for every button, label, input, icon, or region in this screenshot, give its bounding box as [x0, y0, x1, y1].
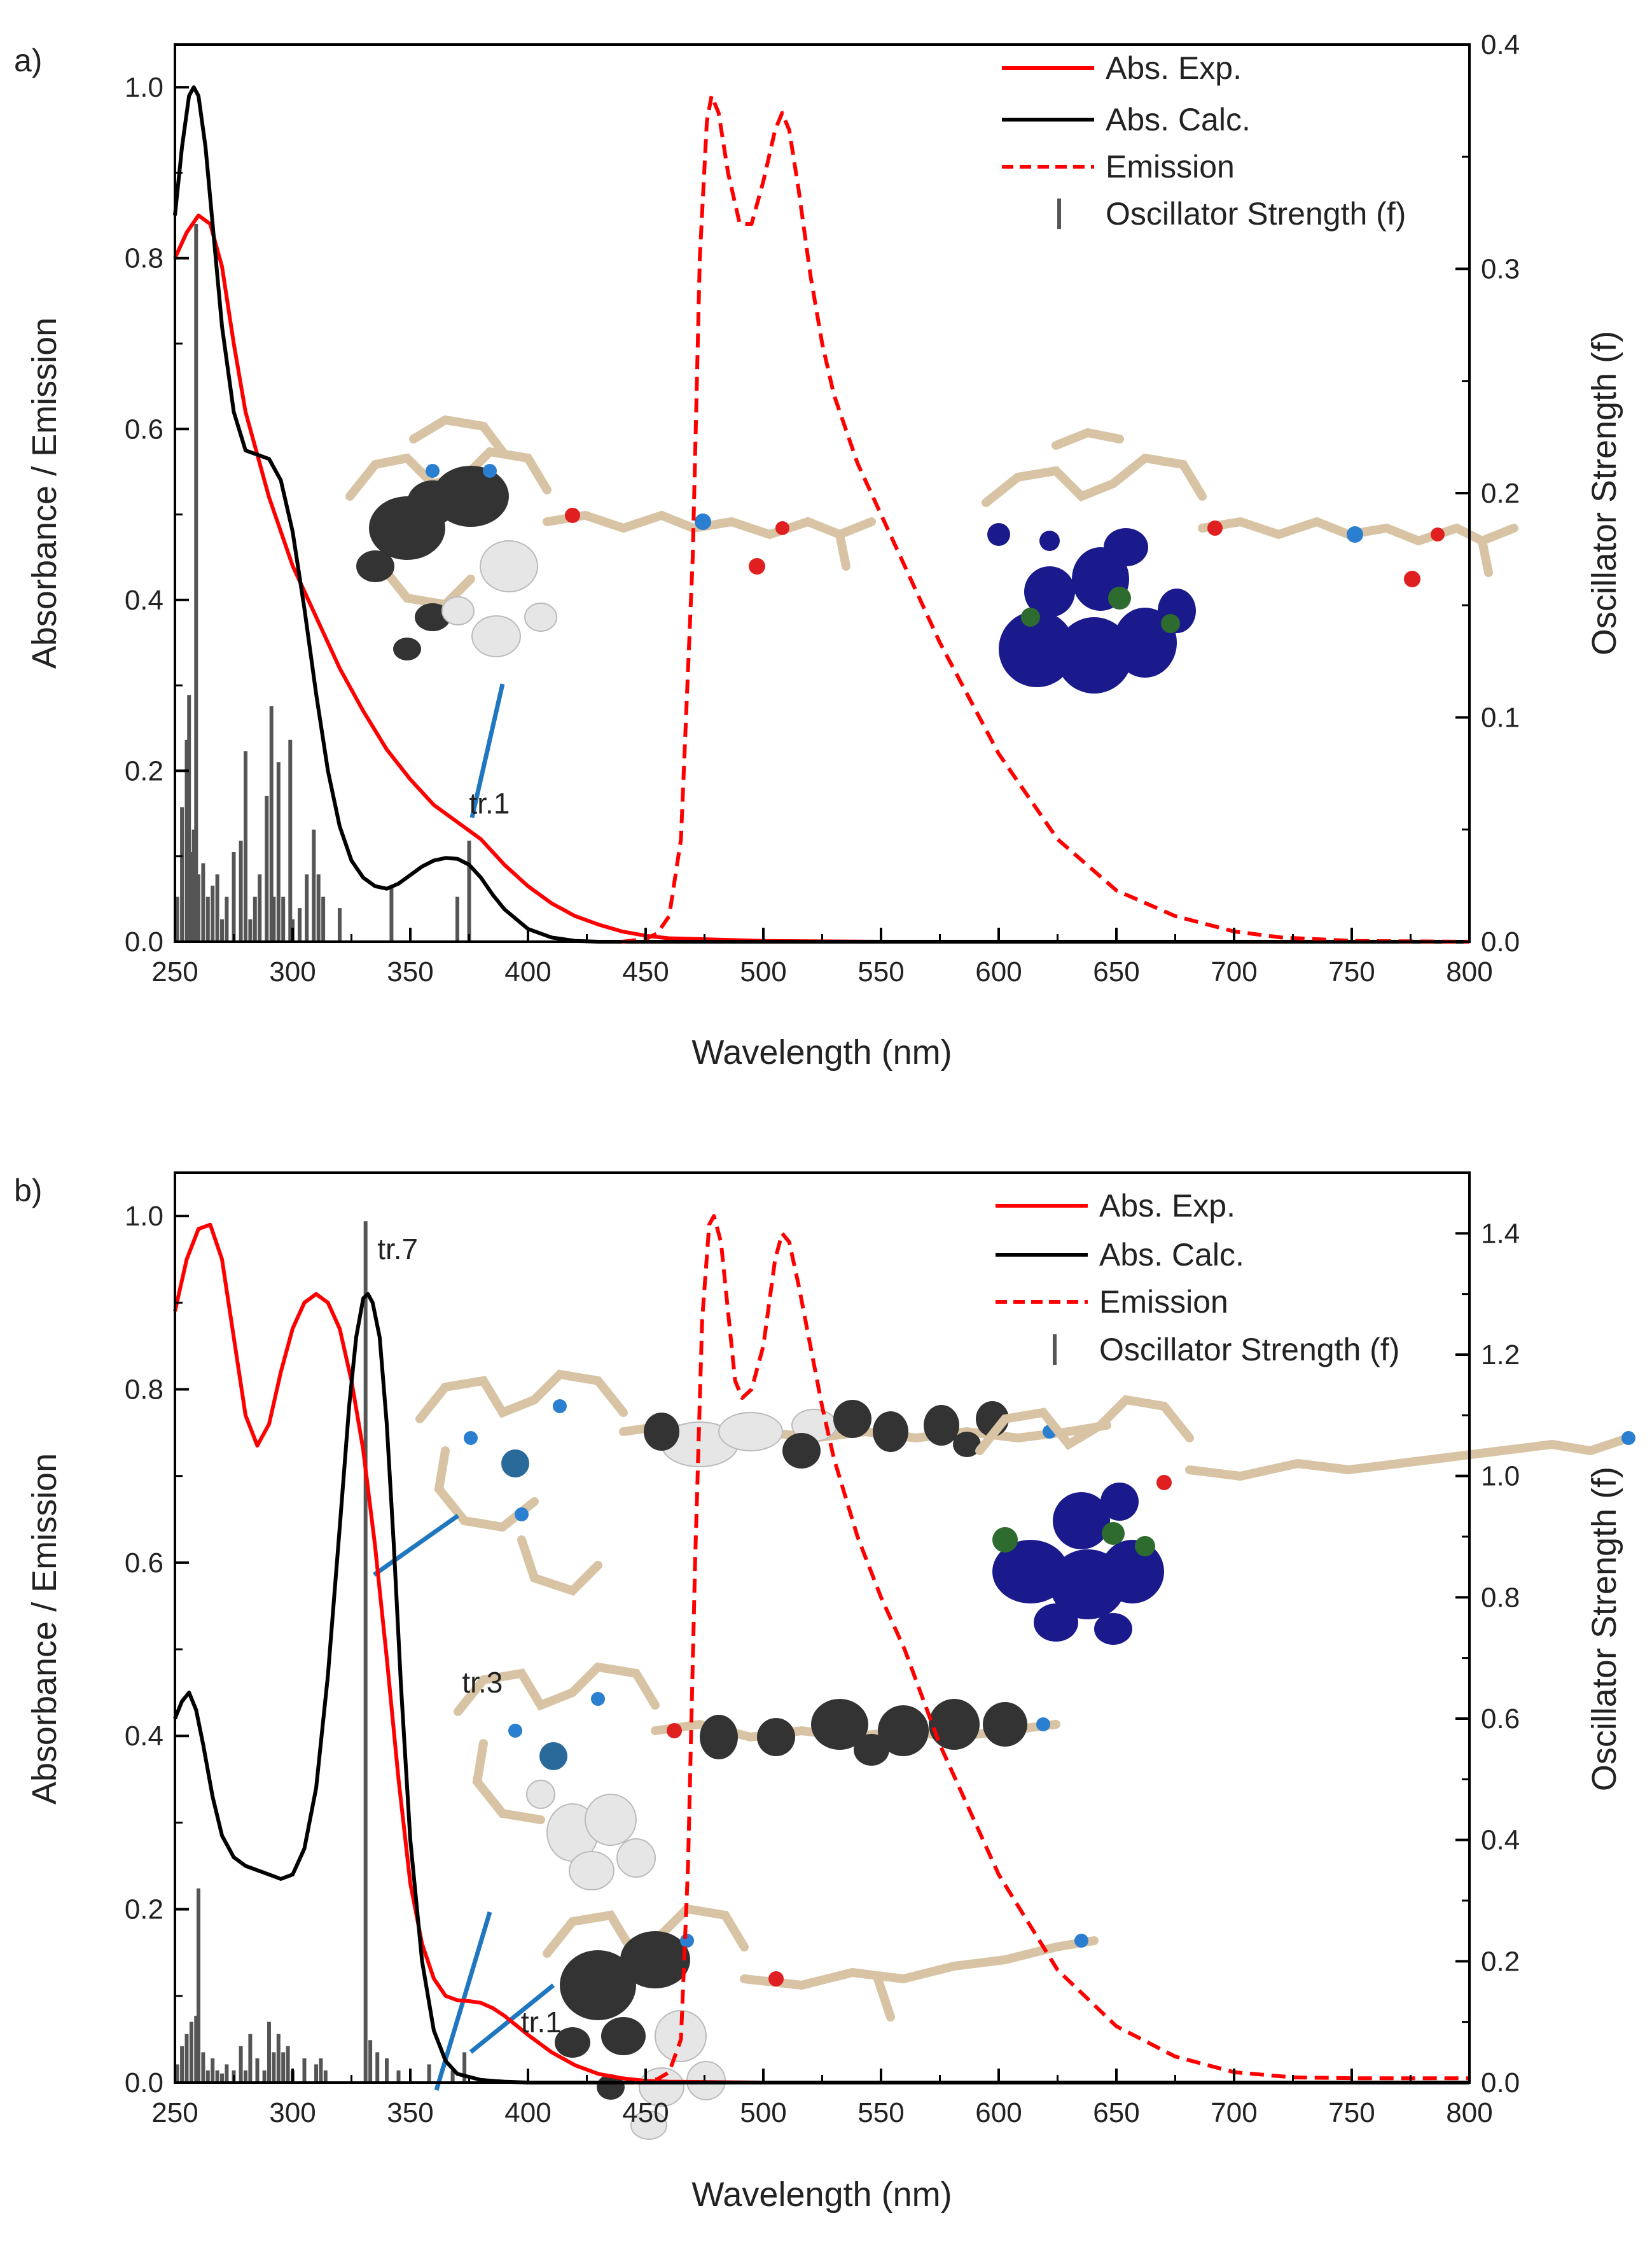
x-tick-label: 350 — [387, 2097, 433, 2128]
legend-a-osc: Oscillator Strength (f) — [1106, 196, 1406, 232]
y-tick-label: 0.6 — [125, 1547, 163, 1579]
y-axis-title-b: Absorbance / Emission — [25, 1453, 64, 1805]
series-lines-a — [173, 85, 1470, 944]
legend-a-exp: Abs. Exp. — [1106, 50, 1242, 86]
molecule-inset-lumo-b — [975, 1395, 1635, 1645]
y-axis-left-b: 0.0 0.2 0.4 0.6 0.8 1.0 — [125, 1201, 189, 2098]
series-line-abs-exp- — [173, 1222, 1469, 2084]
annotations-a: tr.1 — [469, 787, 510, 820]
y-right-tick-label: 0.2 — [1481, 478, 1520, 509]
x-tick-label: 600 — [975, 2097, 1022, 2128]
molecule-inset-tr7 — [415, 1369, 1111, 1596]
annotation-label: tr.7 — [377, 1232, 418, 1266]
pointer-line-tr1-a — [469, 683, 505, 818]
y-tick-label: 0.8 — [125, 1374, 163, 1405]
x-tick-label: 700 — [1211, 956, 1257, 988]
x-tick-label: 250 — [151, 2097, 198, 2128]
x-tick-label: 250 — [151, 956, 198, 988]
panel-a: a) — [14, 29, 1623, 1072]
y-tick-label: 0.8 — [125, 243, 163, 274]
legend-b-emission: Emission — [1099, 1284, 1228, 1320]
y-right-tick-label: 0.3 — [1481, 254, 1520, 285]
y-tick-label: 0.2 — [125, 755, 163, 786]
x-axis-a: 250 300 350 400 450 500 550 600 650 700 750 800 — [151, 928, 1493, 988]
legend-b-exp: Abs. Exp. — [1099, 1188, 1235, 1224]
legend-b: Abs. Exp. Abs. Calc. Emission Oscillator… — [996, 1188, 1399, 1367]
x-tick-label: 550 — [857, 956, 904, 988]
y-right-tick-label: 0.2 — [1481, 1946, 1520, 1977]
y-tick-label: 0.0 — [125, 926, 163, 958]
y-axis-title-a: Absorbance / Emission — [25, 318, 64, 669]
panel-b: b) — [14, 1171, 1635, 2214]
y-tick-label: 0.4 — [125, 585, 163, 616]
pointer-line-tr1-b — [469, 1983, 555, 2054]
y-axis-right-b: 0.0 0.2 0.4 0.6 0.8 1.0 1.2 1.4 — [1455, 1218, 1520, 2098]
x-tick-label: 400 — [504, 956, 551, 988]
y-axis-right-title-a: Oscillator Strength (f) — [1585, 331, 1623, 655]
x-tick-label: 500 — [740, 956, 786, 988]
y-right-tick-label: 0.4 — [1481, 1825, 1520, 1856]
y-tick-label: 1.0 — [125, 72, 163, 103]
series-line-abs-calc- — [173, 1292, 1469, 2084]
x-tick-label: 800 — [1446, 2097, 1492, 2128]
annotations-b: tr.7 tr.3 tr.1 — [377, 1232, 562, 2039]
x-tick-label: 650 — [1093, 2097, 1139, 2128]
y-right-tick-label: 0.1 — [1481, 702, 1520, 734]
y-right-tick-label: 1.0 — [1481, 1461, 1520, 1492]
legend-b-osc: Oscillator Strength (f) — [1099, 1332, 1399, 1367]
annotation-label: tr.1 — [469, 787, 510, 820]
y-axis-left-a: 0.0 0.2 0.4 0.6 0.8 1.0 — [125, 72, 189, 958]
y-right-tick-label: 1.4 — [1481, 1218, 1520, 1249]
x-tick-label: 650 — [1093, 956, 1139, 988]
y-tick-label: 0.4 — [125, 1721, 163, 1752]
x-axis-b: 250 300 350 400 450 500 550 600 650 700 750 800 — [151, 2069, 1493, 2128]
y-axis-right-a: 0.0 0.1 0.2 0.3 0.4 — [1455, 29, 1520, 958]
y-tick-label: 0.2 — [125, 1894, 163, 1925]
y-tick-label: 0.6 — [125, 414, 163, 445]
y-tick-label: 1.0 — [125, 1201, 163, 1232]
legend-b-calc: Abs. Calc. — [1099, 1237, 1244, 1273]
oscillator-sticks-a — [175, 224, 471, 942]
x-tick-label: 800 — [1446, 956, 1492, 988]
x-tick-label: 300 — [269, 956, 316, 988]
molecule-inset-tr3 — [454, 1662, 1060, 1890]
x-tick-label: 300 — [269, 2097, 316, 2128]
series-line-abs-exp- — [173, 213, 1469, 944]
molecule-inset-lumo-a — [982, 428, 1518, 694]
y-right-tick-label: 0.0 — [1481, 926, 1520, 958]
x-tick-label: 450 — [622, 956, 669, 988]
x-axis-title-a: Wavelength (nm) — [691, 1033, 952, 1072]
x-tick-label: 750 — [1328, 2097, 1375, 2128]
panel-a-label: a) — [14, 43, 42, 78]
series-line-abs-calc- — [173, 85, 1469, 944]
x-tick-label: 400 — [504, 2097, 551, 2128]
annotation-label: tr.3 — [462, 1666, 503, 1699]
x-tick-label: 350 — [387, 956, 433, 988]
x-tick-label: 600 — [975, 956, 1022, 988]
y-right-tick-label: 0.0 — [1481, 2067, 1520, 2098]
legend-a: Abs. Exp. Abs. Calc. Emission Oscillator… — [1002, 50, 1406, 232]
series-line-emission — [621, 94, 1470, 944]
panel-b-label: b) — [14, 1173, 42, 1208]
x-tick-label: 750 — [1328, 956, 1375, 988]
x-tick-label: 550 — [857, 2097, 904, 2128]
y-right-tick-label: 0.6 — [1481, 1703, 1520, 1735]
x-axis-title-b: Wavelength (nm) — [691, 2175, 952, 2214]
y-right-tick-label: 0.8 — [1481, 1582, 1520, 1613]
x-tick-label: 450 — [622, 2097, 669, 2128]
series-lines-b — [173, 1214, 1469, 2084]
legend-a-calc: Abs. Calc. — [1106, 102, 1251, 137]
series-line-emission — [634, 1214, 1469, 2084]
x-tick-label: 500 — [740, 2097, 786, 2128]
legend-a-emission: Emission — [1106, 149, 1235, 185]
molecule-inset-homo-a — [345, 415, 876, 660]
annotation-label: tr.1 — [521, 2006, 562, 2039]
x-tick-label: 700 — [1211, 2097, 1257, 2128]
pointer-line-tr7 — [372, 1514, 460, 1577]
y-tick-label: 0.0 — [125, 2067, 163, 2098]
y-axis-right-title-b: Oscillator Strength (f) — [1585, 1467, 1623, 1791]
y-right-tick-label: 1.2 — [1481, 1339, 1520, 1371]
y-right-tick-label: 0.4 — [1481, 29, 1520, 60]
